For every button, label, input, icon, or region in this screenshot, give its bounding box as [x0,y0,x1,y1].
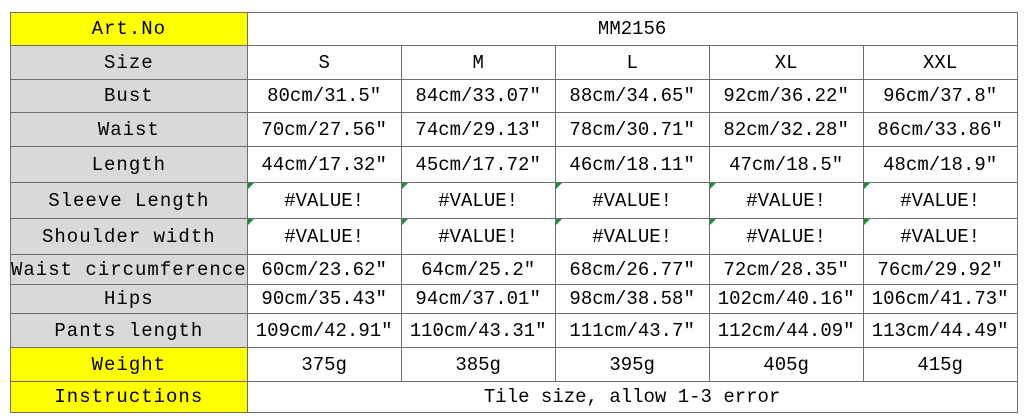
table-row: Shoulder width #VALUE! #VALUE! #VALUE! #VALU… [10,218,1018,255]
cell-value: 96cm/37.8″ [862,79,1018,113]
cell-value: 60cm/23.62″ [246,254,402,285]
cell-value: 44cm/17.32″ [246,146,402,183]
cell-value: #VALUE! [246,218,402,255]
cell-value: #VALUE! [708,182,864,219]
table-row: Weight 375g 385g 395g 405g 415g [10,347,1018,382]
cell-value: XXL [862,45,1018,80]
row-label: Weight [10,347,248,382]
cell-value: S [246,45,402,80]
cell-value: 84cm/33.07″ [400,79,556,113]
cell-value: 109cm/42.91″ [246,313,402,348]
row-label: Art.No [10,12,248,46]
cell-value: 385g [400,347,556,382]
cell-value: 92cm/36.22″ [708,79,864,113]
cell-value: 106cm/41.73″ [862,284,1018,314]
cell-value: 112cm/44.09″ [708,313,864,348]
row-label: Shoulder width [10,218,248,255]
cell-value: #VALUE! [400,182,556,219]
row-label: Instructions [10,381,248,413]
cell-value: 98cm/38.58″ [554,284,710,314]
cell-value: 64cm/25.2″ [400,254,556,285]
size-chart: Art.No MM2156 Size S M L XL XXL Bust 80cm/31.5″ 84… [10,12,1018,413]
cell-value: 72cm/28.35″ [708,254,864,285]
cell-value: #VALUE! [708,218,864,255]
cell-value: 415g [862,347,1018,382]
cell-value: Tile size, allow 1-3 error [246,381,1018,413]
cell-value: 88cm/34.65″ [554,79,710,113]
cell-value: #VALUE! [246,182,402,219]
row-label: Bust [10,79,248,113]
cell-value: 68cm/26.77″ [554,254,710,285]
cell-value: 76cm/29.92″ [862,254,1018,285]
cell-value: M [400,45,556,80]
cell-value: 45cm/17.72″ [400,146,556,183]
cell-value: 395g [554,347,710,382]
cell-value: 74cm/29.13″ [400,112,556,147]
cell-value: #VALUE! [400,218,556,255]
row-label: Length [10,146,248,183]
cell-value: 90cm/35.43″ [246,284,402,314]
table-row: Size S M L XL XXL [10,45,1018,80]
cell-value: #VALUE! [554,218,710,255]
cell-value: 102cm/40.16″ [708,284,864,314]
cell-value: #VALUE! [862,218,1018,255]
row-label: Waist circumference [10,254,248,285]
table-row: Bust 80cm/31.5″ 84cm/33.07″ 88cm/34.65″ 92cm… [10,79,1018,113]
table-row: Waist 70cm/27.56″ 74cm/29.13″ 78cm/30.71″ 82… [10,112,1018,147]
row-label: Sleeve Length [10,182,248,219]
table-row: Sleeve Length #VALUE! #VALUE! #VALUE! #VALUE… [10,182,1018,219]
table-row: Pants length 109cm/42.91″ 110cm/43.31″ 111c… [10,313,1018,348]
cell-value: 86cm/33.86″ [862,112,1018,147]
row-label: Pants length [10,313,248,348]
cell-value: 110cm/43.31″ [400,313,556,348]
cell-value: 113cm/44.49″ [862,313,1018,348]
table-row: Hips 90cm/35.43″ 94cm/37.01″ 98cm/38.58″ 102… [10,284,1018,314]
table-row: Waist circumference 60cm/23.62″ 64cm/25.2″… [10,254,1018,285]
table-row: Art.No MM2156 [10,12,1018,46]
row-label: Size [10,45,248,80]
cell-value: 47cm/18.5″ [708,146,864,183]
cell-value: 82cm/32.28″ [708,112,864,147]
cell-value: #VALUE! [862,182,1018,219]
size-table: Art.No MM2156 Size S M L XL XXL Bust 80cm/31.5″ 84… [10,12,1018,413]
table-row: Instructions Tile size, allow 1-3 error [10,381,1018,413]
cell-value: L [554,45,710,80]
cell-value: 375g [246,347,402,382]
cell-value: 46cm/18.11″ [554,146,710,183]
cell-value: XL [708,45,864,80]
cell-value: 70cm/27.56″ [246,112,402,147]
cell-value: 80cm/31.5″ [246,79,402,113]
table-row: Length 44cm/17.32″ 45cm/17.72″ 46cm/18.11″ 4… [10,146,1018,183]
cell-value: #VALUE! [554,182,710,219]
cell-value: 78cm/30.71″ [554,112,710,147]
row-label: Hips [10,284,248,314]
cell-value: 405g [708,347,864,382]
cell-value: 94cm/37.01″ [400,284,556,314]
cell-value: MM2156 [246,12,1018,46]
row-label: Waist [10,112,248,147]
cell-value: 111cm/43.7″ [554,313,710,348]
cell-value: 48cm/18.9″ [862,146,1018,183]
